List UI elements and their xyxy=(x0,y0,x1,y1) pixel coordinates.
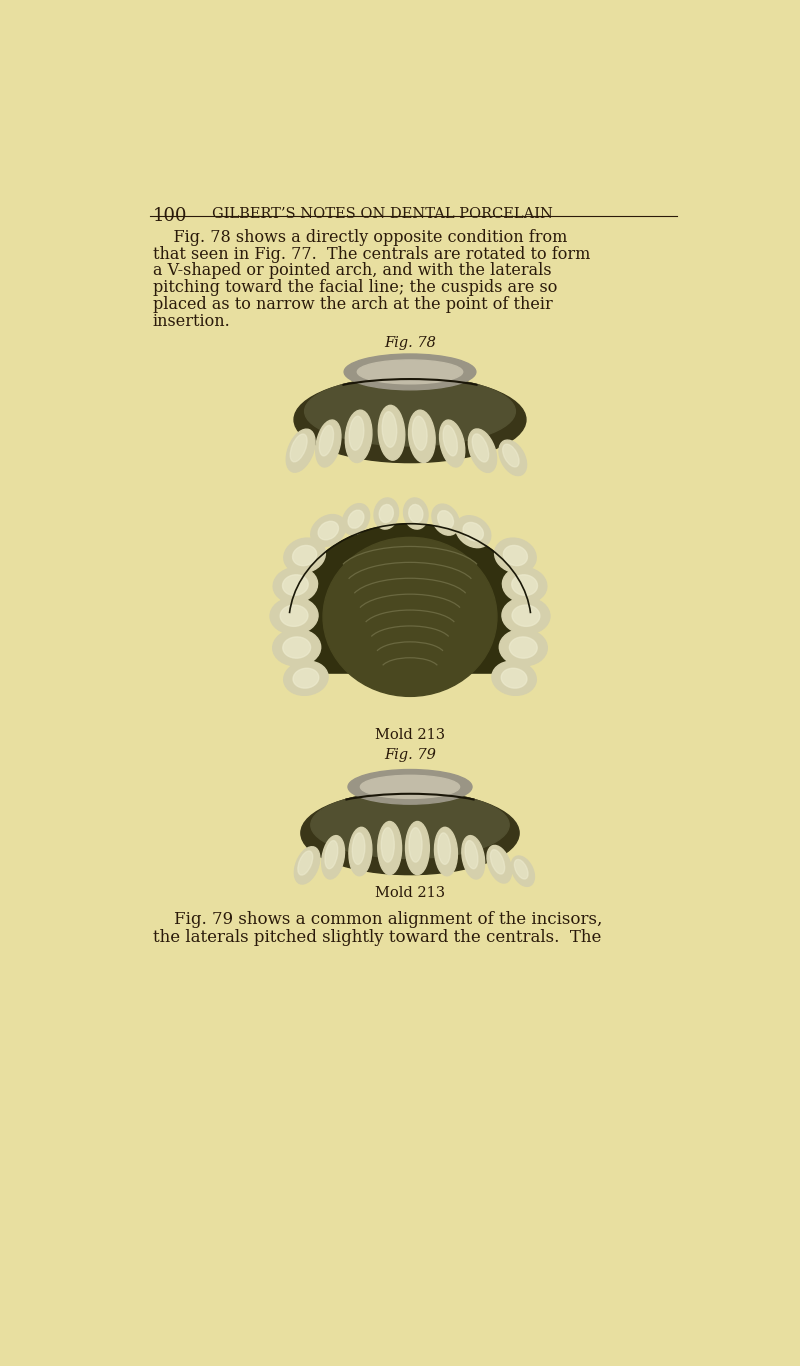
Ellipse shape xyxy=(290,434,307,462)
Ellipse shape xyxy=(409,828,422,862)
Ellipse shape xyxy=(294,377,526,463)
Ellipse shape xyxy=(322,836,345,878)
Ellipse shape xyxy=(409,504,423,523)
Ellipse shape xyxy=(494,538,536,572)
Ellipse shape xyxy=(282,575,308,596)
Ellipse shape xyxy=(379,504,394,523)
Ellipse shape xyxy=(348,769,472,805)
Ellipse shape xyxy=(514,859,528,878)
Ellipse shape xyxy=(499,440,526,475)
Ellipse shape xyxy=(502,567,547,602)
Ellipse shape xyxy=(382,828,394,862)
Ellipse shape xyxy=(438,511,454,529)
Text: Fig. 79 shows a common alignment of the incisors,: Fig. 79 shows a common alignment of the … xyxy=(153,911,602,928)
Ellipse shape xyxy=(487,846,511,882)
Text: Mold 213: Mold 213 xyxy=(375,887,445,900)
Ellipse shape xyxy=(310,515,346,546)
Ellipse shape xyxy=(465,840,478,869)
Ellipse shape xyxy=(439,419,465,467)
Text: a V-shaped or pointed arch, and with the laterals: a V-shaped or pointed arch, and with the… xyxy=(153,262,551,280)
Ellipse shape xyxy=(348,510,364,529)
Ellipse shape xyxy=(310,791,509,858)
Ellipse shape xyxy=(463,522,483,541)
Text: placed as to narrow the arch at the point of their: placed as to narrow the arch at the poin… xyxy=(153,296,553,313)
Ellipse shape xyxy=(443,425,458,456)
Text: GILBERT’S NOTES ON DENTAL PORCELAIN: GILBERT’S NOTES ON DENTAL PORCELAIN xyxy=(212,208,554,221)
Ellipse shape xyxy=(492,661,536,695)
Ellipse shape xyxy=(342,504,370,534)
Ellipse shape xyxy=(378,821,402,874)
Ellipse shape xyxy=(294,847,320,884)
Text: the laterals pitched slightly toward the centrals.  The: the laterals pitched slightly toward the… xyxy=(153,929,601,947)
Text: Fig. 79: Fig. 79 xyxy=(384,749,436,762)
Ellipse shape xyxy=(502,597,550,634)
Ellipse shape xyxy=(432,504,459,535)
Ellipse shape xyxy=(273,630,321,665)
Ellipse shape xyxy=(273,567,318,602)
Ellipse shape xyxy=(284,538,326,572)
Text: 100: 100 xyxy=(153,208,187,225)
Ellipse shape xyxy=(316,419,341,467)
Ellipse shape xyxy=(512,575,538,596)
Ellipse shape xyxy=(511,856,534,887)
Ellipse shape xyxy=(352,833,365,865)
Ellipse shape xyxy=(360,776,459,798)
Ellipse shape xyxy=(270,597,318,634)
Ellipse shape xyxy=(289,523,531,724)
Text: Mold 213: Mold 213 xyxy=(375,728,445,742)
Ellipse shape xyxy=(374,499,398,529)
Ellipse shape xyxy=(282,637,310,658)
Ellipse shape xyxy=(305,377,515,445)
Ellipse shape xyxy=(301,791,519,874)
Ellipse shape xyxy=(344,354,476,389)
Ellipse shape xyxy=(293,545,317,566)
Ellipse shape xyxy=(358,361,462,384)
Ellipse shape xyxy=(349,417,364,451)
Ellipse shape xyxy=(462,836,485,878)
Ellipse shape xyxy=(499,630,547,665)
Ellipse shape xyxy=(319,425,334,456)
Ellipse shape xyxy=(323,537,497,697)
Ellipse shape xyxy=(472,434,489,462)
Ellipse shape xyxy=(502,444,519,467)
Text: pitching toward the facial line; the cuspids are so: pitching toward the facial line; the cus… xyxy=(153,280,557,296)
Ellipse shape xyxy=(378,406,405,460)
Ellipse shape xyxy=(318,522,338,540)
Ellipse shape xyxy=(412,417,427,451)
Ellipse shape xyxy=(510,637,538,658)
Ellipse shape xyxy=(490,850,505,874)
Ellipse shape xyxy=(382,411,397,447)
Ellipse shape xyxy=(503,545,527,566)
Ellipse shape xyxy=(293,668,318,688)
Text: insertion.: insertion. xyxy=(153,313,230,331)
Ellipse shape xyxy=(280,605,308,627)
Ellipse shape xyxy=(346,410,372,463)
Bar xyxy=(278,673,542,724)
Ellipse shape xyxy=(284,661,328,695)
Ellipse shape xyxy=(325,840,338,869)
Ellipse shape xyxy=(438,833,450,865)
Ellipse shape xyxy=(468,429,497,473)
Text: Fig. 78: Fig. 78 xyxy=(384,336,436,351)
Ellipse shape xyxy=(409,410,435,463)
Ellipse shape xyxy=(456,516,490,548)
Ellipse shape xyxy=(512,605,540,627)
Ellipse shape xyxy=(434,828,458,876)
Ellipse shape xyxy=(298,851,313,876)
Text: Fig. 78 shows a directly opposite condition from: Fig. 78 shows a directly opposite condit… xyxy=(153,228,567,246)
Ellipse shape xyxy=(403,499,428,529)
Text: that seen in Fig. 77.  The centrals are rotated to form: that seen in Fig. 77. The centrals are r… xyxy=(153,246,590,262)
Ellipse shape xyxy=(349,828,372,876)
Ellipse shape xyxy=(286,429,315,473)
Ellipse shape xyxy=(502,668,527,688)
Ellipse shape xyxy=(406,821,430,874)
